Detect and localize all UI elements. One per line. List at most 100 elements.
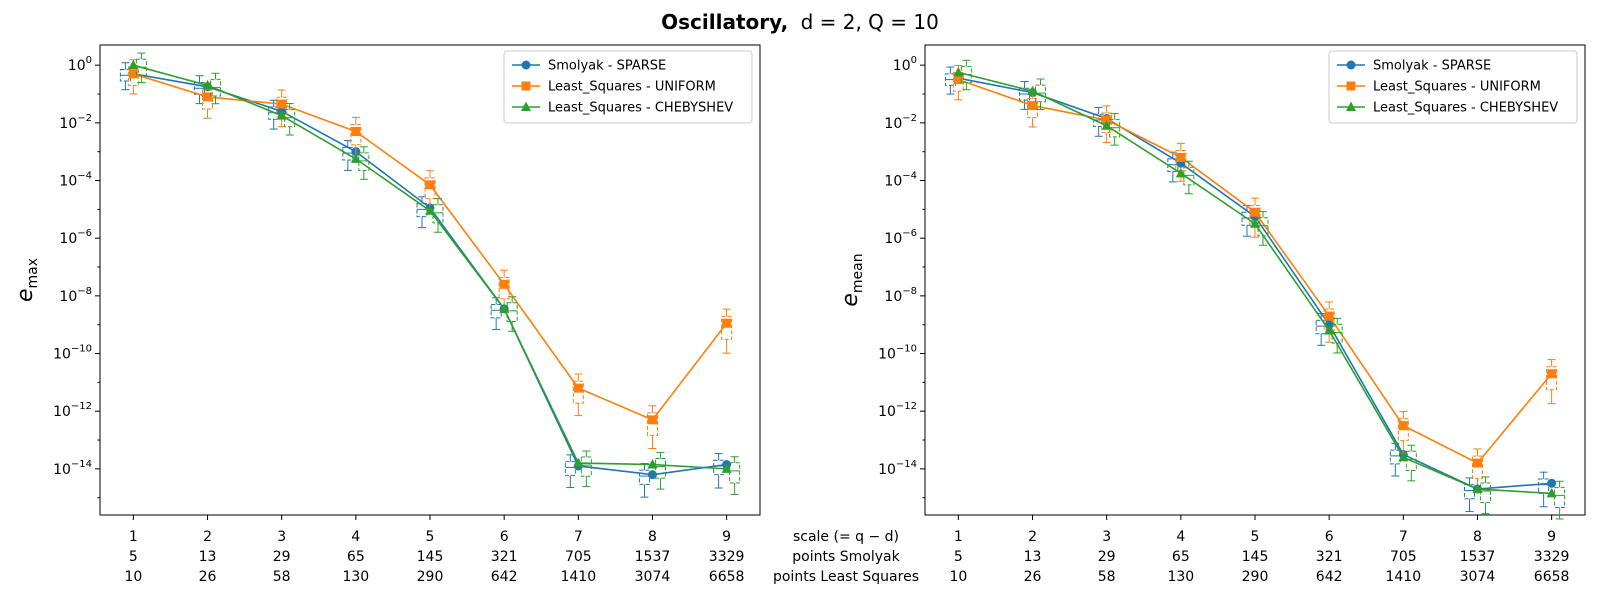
y-axis-label: emax [13,258,41,302]
legend-marker [1346,101,1356,111]
data-point [425,205,435,215]
box [1389,449,1401,465]
y-tick-label: 10−14 [53,459,92,478]
box [1538,478,1550,494]
y-tick-label: 10−8 [884,286,917,305]
series-line [958,71,1552,495]
legend-marker [1346,60,1356,70]
x-tick-label: 3329 [1534,549,1570,565]
data-point [573,383,583,393]
x-tick-label: 290 [1242,569,1269,585]
y-tick-label: 10−10 [878,344,917,363]
y-tick-label: 10−6 [884,228,917,247]
row-labels: scale (= q − d) points Smolyak points Le… [773,529,919,585]
x-tick-label: 6658 [709,569,745,585]
x-tick-label: 9 [1547,529,1556,545]
x-tick-label: 9 [722,529,731,545]
legend: Smolyak - SPARSE Least_Squares - UNIFORM L… [503,50,753,124]
x-tick-label: 145 [417,549,444,565]
x-tick-label: 10 [124,569,142,585]
x-tick-label: 705 [565,549,592,565]
series [952,64,1558,493]
data-point [128,69,138,79]
data-point [1027,85,1038,96]
legend-marker [521,60,531,70]
x-tick-label: 642 [491,569,518,585]
x-tick-label: 1 [954,529,963,545]
legend-label: Least_Squares - UNIFORM [548,80,716,95]
x-tick-label: 145 [1242,549,1269,565]
data-point [351,127,361,137]
series-line [133,73,728,421]
y-axis-label: emean [838,253,866,306]
series-line [133,73,727,476]
series-line [958,78,1553,465]
x-tick-label: 6 [500,529,509,545]
x-tick-label: 6 [1325,529,1334,545]
x-tick-label: 8 [1473,529,1482,545]
x-tick-label: 65 [347,549,365,565]
y-tick-label: 10−4 [59,171,92,190]
box [564,461,576,476]
y-tick-label: 100 [893,55,917,74]
legend-frame [1328,50,1578,124]
x-tick-label: 10 [949,569,967,585]
x-tick-label: 3 [277,529,286,545]
x-tick-label: 705 [1390,549,1417,565]
data-point [1324,324,1335,335]
row-label-scale: scale (= q − d) [793,529,899,545]
x-tick-label: 58 [273,569,291,585]
x-tick-label: 130 [342,569,369,585]
series [128,52,741,495]
x-tick-label: 4 [351,529,360,545]
data-point [277,99,287,109]
data-point [1546,487,1557,498]
x-tick-label: 5 [954,549,963,565]
data-point [1176,152,1186,162]
x-tick-label: 3074 [635,569,671,585]
data-point [203,92,213,102]
series-line [958,77,1552,490]
box [1249,204,1261,227]
x-tick-label: 1410 [1385,569,1421,585]
data-point [425,180,435,190]
y-tick-label: 10−14 [878,459,917,478]
legend-marker [1346,81,1356,91]
legend-label: Smolyak - SPARSE [1373,59,1491,74]
legend-frame [503,50,753,124]
row-label-points-least-squares: points Least Squares [773,569,919,585]
series [953,59,1566,520]
x-tick-label: 5 [1251,529,1260,545]
x-tick-label: 5 [129,549,138,565]
data-point [647,459,658,469]
x-tick-label: 4 [1176,529,1185,545]
x-tick-label: 1537 [1460,549,1496,565]
x-tick-label: 26 [199,569,217,585]
panels: 100 10−2 10−4 10−6 10−8 10−10 10−12 10−14 1 5 10 2 1… [13,44,1586,585]
data-point [276,110,287,120]
x-tick-label: 7 [574,529,583,545]
y-tick-label: 10−6 [59,228,92,247]
data-point [721,463,732,473]
data-point [350,153,361,163]
x-tick-label: 5 [426,529,435,545]
data-point [1547,369,1557,379]
box [276,96,288,118]
y-tick-label: 10−8 [59,286,92,305]
x-tick-label: 3329 [709,549,745,565]
legend-marker [521,81,531,91]
data-point [647,470,657,480]
data-point [499,279,509,289]
x-tick-label: 2 [203,529,212,545]
y-tick-label: 10−10 [53,344,92,363]
box [638,469,650,485]
data-point [1398,421,1408,431]
x-tick-label: 130 [1167,569,1194,585]
x-tick-label: 3074 [1460,569,1496,585]
y-tick-label: 10−2 [884,113,917,132]
y-tick-label: 10−2 [59,113,92,132]
x-tick-label: 321 [491,549,518,565]
data-point [202,79,213,90]
legend-marker [521,101,531,111]
